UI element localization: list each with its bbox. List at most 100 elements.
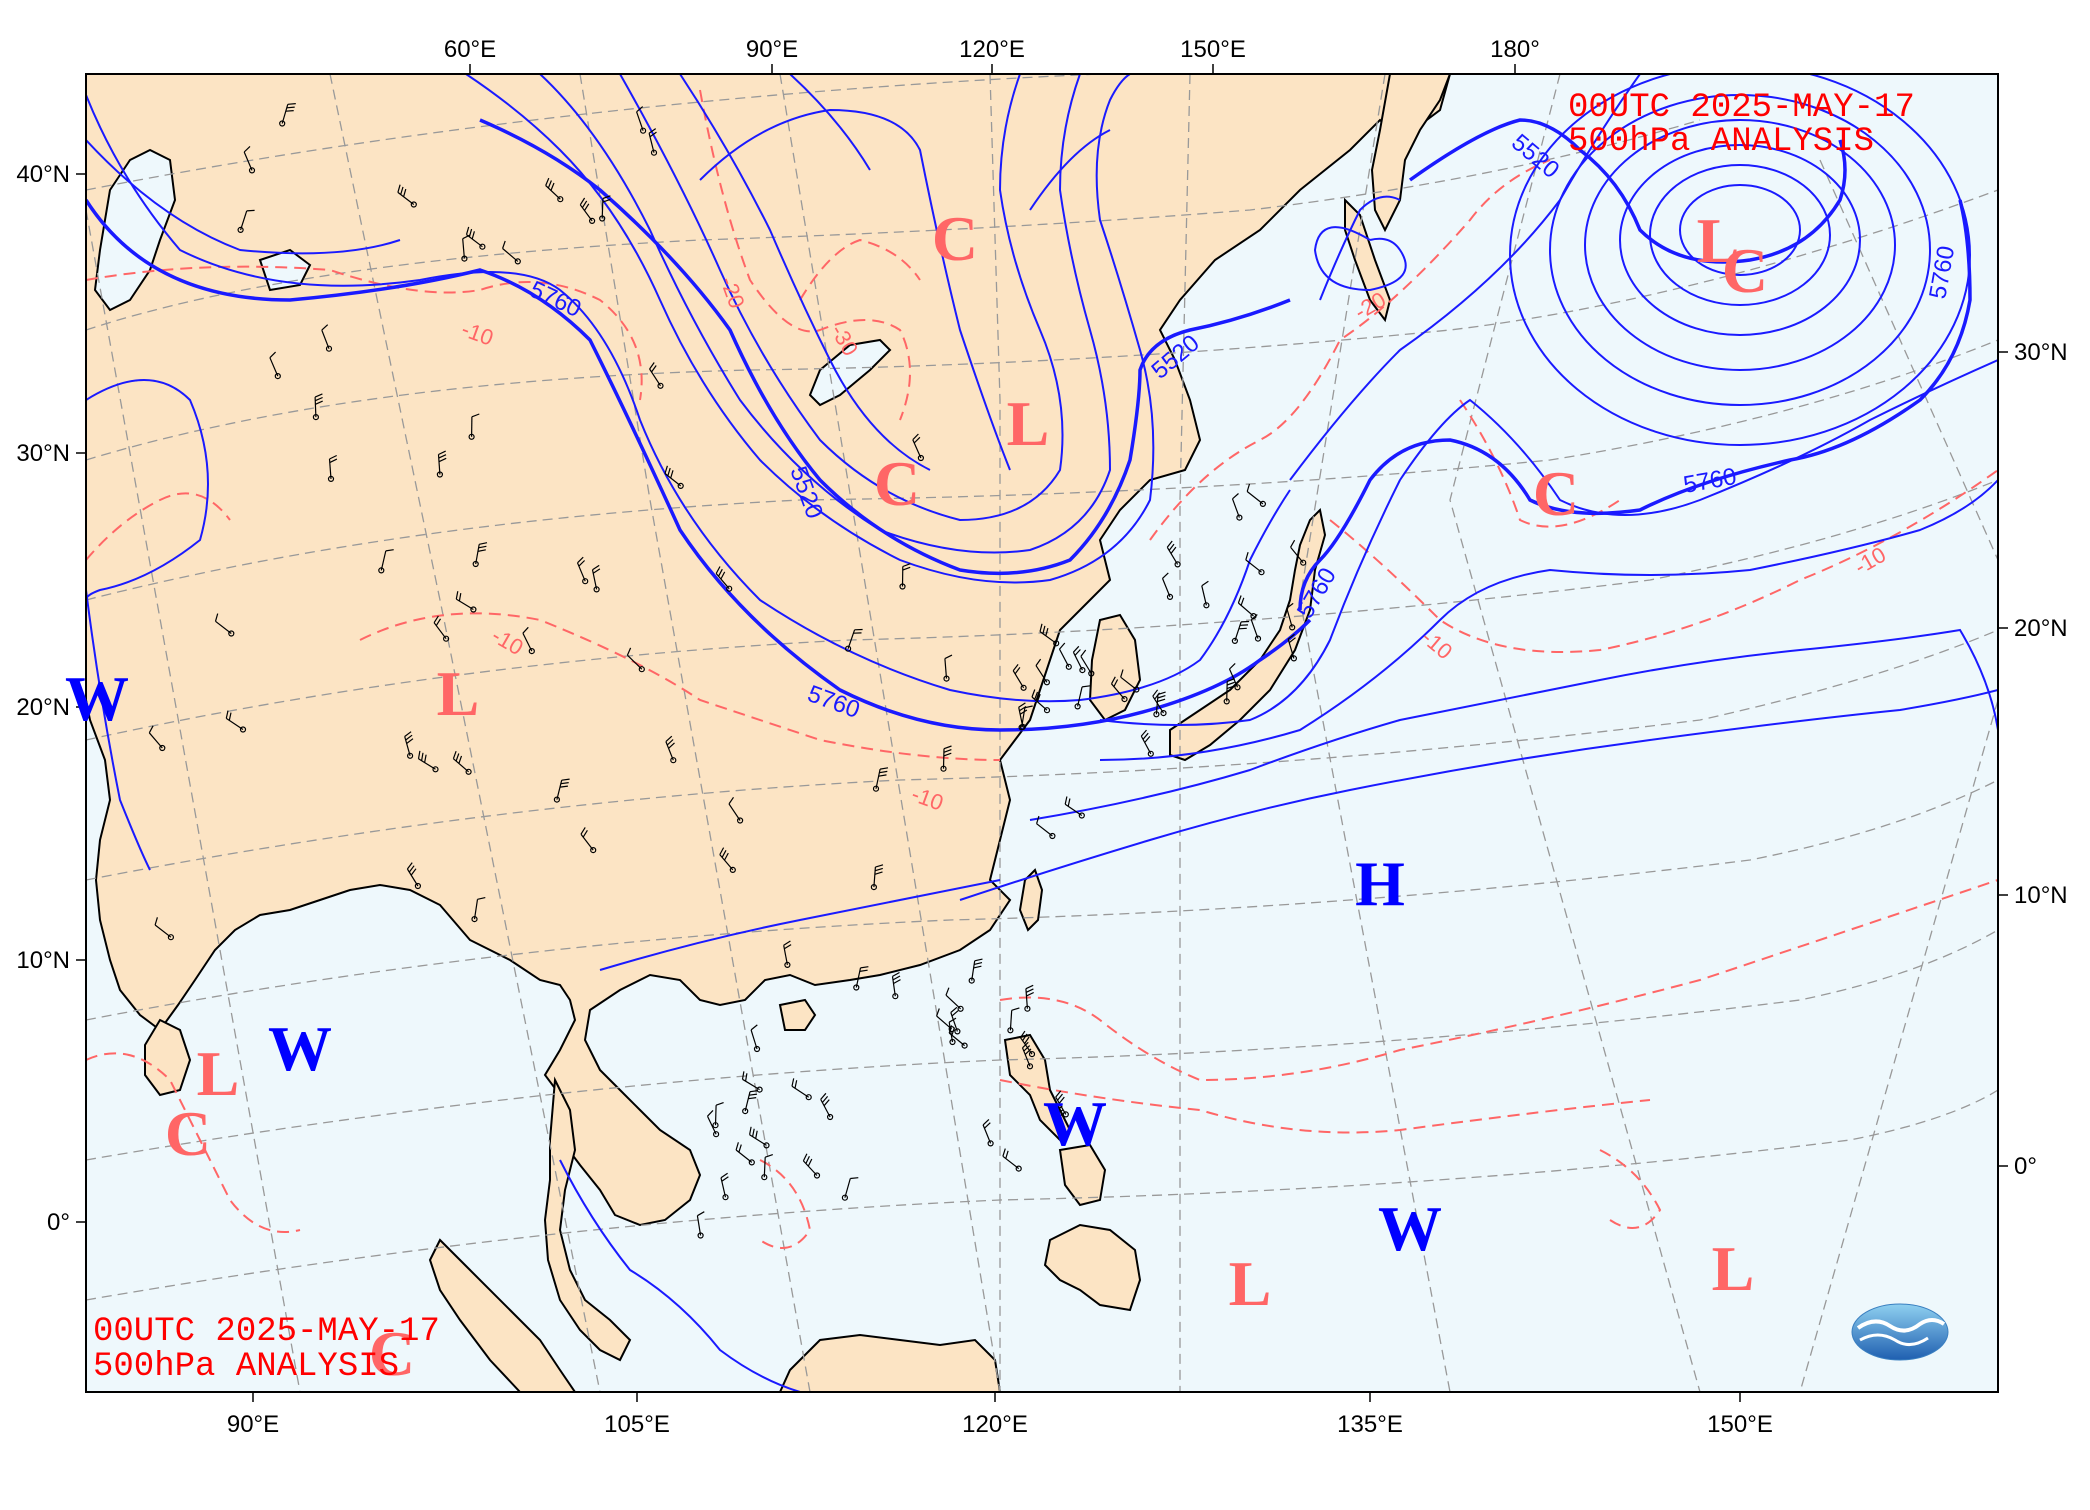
top-title-block: 00UTC 2025-MAY-17 500hPa ANALYSIS [1568, 89, 1915, 161]
bottom-title-line1: 00UTC 2025-MAY-17 [93, 1313, 440, 1351]
wind-barb-flag [397, 184, 401, 193]
wind-barb-flag [314, 393, 323, 398]
wind-barb-flag [1025, 988, 1034, 993]
wind-barb-flag [738, 1144, 742, 1153]
wind-barb-flag [649, 362, 655, 370]
wind-barb-flag [385, 549, 394, 552]
wind-barb-flag [936, 1008, 940, 1017]
wind-barb-flag [1080, 649, 1087, 657]
wind-barb-flag [458, 592, 462, 602]
wind-barb [763, 1157, 766, 1178]
wind-barb-flag [1011, 1007, 1020, 1011]
station-marker [1020, 684, 1027, 691]
wind-barb-flag [874, 867, 883, 872]
low-center-letter: L [197, 1038, 240, 1109]
wind-barb-flag [1226, 681, 1235, 686]
axis-ticks [76, 64, 2008, 1402]
wind-barb-flag [1144, 736, 1151, 743]
wind-barb-flag [1031, 689, 1036, 698]
wind-barb-flag [951, 1027, 955, 1036]
wind-barb-flag [721, 1176, 729, 1182]
wind-barb-flag [741, 1071, 745, 1080]
lon-label: 150°E [1180, 36, 1246, 63]
wind-barb-flag [1020, 1030, 1026, 1039]
wind-barb-flag [1005, 1150, 1009, 1159]
station-marker [325, 345, 333, 352]
caspian-sea [93, 148, 177, 312]
wind-barb-flag [1074, 649, 1081, 656]
station-marker [1290, 655, 1298, 662]
wind-barb [714, 1105, 717, 1126]
station-marker [1160, 709, 1167, 717]
station-marker [1236, 514, 1243, 521]
station-marker [657, 382, 664, 389]
wind-barb-flag [1059, 642, 1066, 650]
warm-center-letter: W [268, 1013, 332, 1084]
height-contours [86, 74, 1998, 1392]
wind-barb [240, 210, 248, 231]
station-marker [650, 149, 658, 156]
wind-barb-flag [1022, 1041, 1029, 1049]
wind-barb-flag [435, 618, 442, 626]
station-marker [1028, 1050, 1036, 1058]
wind-barb-flag [670, 470, 674, 479]
lon-label: 150°E [1707, 1411, 1773, 1438]
wind-barb-flag [269, 351, 277, 359]
wind-barb [502, 248, 519, 262]
wind-barb-flag [721, 850, 727, 858]
wind-barb-flag [243, 145, 251, 153]
wind-barb-flag [404, 731, 412, 737]
wind-barb-flag [750, 1024, 758, 1031]
wind-barb-flag [1055, 1090, 1062, 1098]
wind-barb-flag [879, 770, 888, 774]
station-marker [582, 578, 589, 585]
wind-barb-flag [807, 1158, 813, 1167]
station-marker [844, 645, 852, 652]
wind-barb-flag [1022, 1033, 1028, 1042]
wind-barb-flag [1226, 685, 1235, 690]
wind-barb-flag [550, 182, 555, 191]
station-marker [432, 766, 439, 773]
wind-barb-flag [752, 1128, 755, 1137]
lat-label: 40°N [16, 161, 70, 188]
wind-barb [269, 357, 279, 377]
wind-barb-flag [1023, 1045, 1031, 1052]
wind-barb-flag [859, 969, 868, 972]
wind-barb-flag [902, 566, 911, 571]
wind-barb-flag [286, 106, 295, 109]
pressure-system-letters: C L C L C L C H W W W L C W L L C [65, 203, 1768, 1389]
wind-barb-flag [592, 564, 600, 571]
warm-center-letter: W [65, 663, 129, 734]
wind-barb-flag [455, 753, 460, 762]
wind-barb-flag [950, 1006, 958, 1013]
station-marker [826, 1113, 834, 1121]
station-marker [1043, 707, 1051, 714]
wind-barb-flag [246, 209, 255, 212]
wind-barb-flag [1034, 691, 1039, 700]
wind-barb-flag [1019, 709, 1028, 715]
wind-barb-flag [892, 971, 900, 977]
wind-barb-flag [1201, 580, 1209, 587]
wind-barb-flag [545, 177, 550, 186]
wind-barb-flag [579, 197, 586, 206]
hainan-island [778, 998, 817, 1031]
wind-barb-flag [805, 1156, 810, 1164]
wind-barb-flag [1229, 662, 1236, 670]
station-marker [410, 201, 417, 208]
wind-barb-flag [438, 454, 447, 459]
wind-barb-flag [1232, 493, 1239, 500]
station-marker [1088, 670, 1095, 677]
station-marker [1289, 624, 1296, 631]
wind-barb-flag [1042, 625, 1046, 634]
station-marker [1174, 561, 1181, 568]
wind-barb [1290, 546, 1304, 564]
wind-barb-flag [791, 1078, 795, 1087]
wind-barb-flag [783, 940, 791, 946]
station-marker [239, 726, 247, 733]
wind-barb-flag [1168, 543, 1175, 551]
left-latitude-labels: 40°N 30°N 20°N 10°N 0° [16, 161, 70, 1236]
wind-barb-flag [581, 200, 588, 209]
wind-barb-flag [943, 745, 952, 750]
temperature-contour-labels: -10 -20 -30 -10 -20 -10 -10 -10 [458, 273, 1890, 815]
wind-barb-flag [823, 1099, 830, 1107]
